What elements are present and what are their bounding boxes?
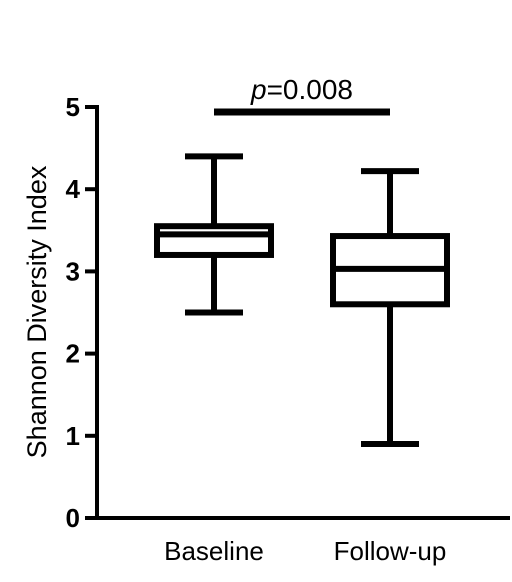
y-tick-label: 1	[66, 421, 80, 451]
p-value-label: p=0.008	[250, 74, 353, 105]
box-marks	[154, 153, 450, 448]
plot-area	[95, 105, 510, 520]
box-follow-up	[330, 168, 450, 448]
significance-annotation: p=0.008	[214, 74, 390, 116]
box-baseline	[154, 153, 274, 316]
category-labels: Baseline Follow-up	[164, 536, 446, 566]
y-tick-label: 5	[66, 92, 80, 122]
y-axis-ticks: 0 1 2 3 4 5	[66, 92, 97, 533]
iqr-box	[154, 223, 274, 258]
x-tick-label: Follow-up	[334, 536, 447, 566]
y-tick-label: 0	[66, 503, 80, 533]
x-tick-label: Baseline	[164, 536, 264, 566]
y-tick-label: 2	[66, 339, 80, 369]
y-tick-label: 3	[66, 256, 80, 286]
y-tick-label: 4	[66, 174, 81, 204]
p-symbol: p	[250, 74, 267, 105]
y-axis-label: Shannon Diversity Index	[22, 165, 52, 458]
p-value: =0.008	[267, 74, 353, 105]
